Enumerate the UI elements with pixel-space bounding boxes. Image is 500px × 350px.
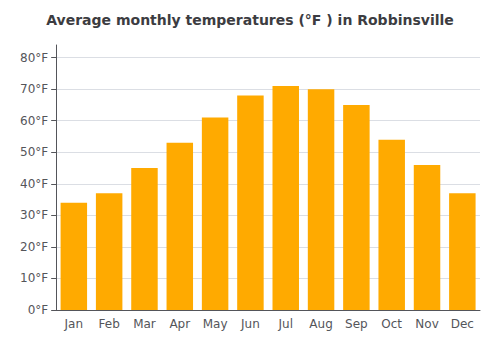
svg-text:Average monthly temperatures (: Average monthly temperatures (°F ) in Ro… xyxy=(46,12,454,28)
svg-text:Nov: Nov xyxy=(415,317,438,331)
svg-text:Jun: Jun xyxy=(240,317,260,331)
svg-text:Sep: Sep xyxy=(345,317,368,331)
svg-text:Mar: Mar xyxy=(133,317,156,331)
svg-text:70°F: 70°F xyxy=(20,82,48,96)
svg-text:Apr: Apr xyxy=(169,317,190,331)
svg-text:80°F: 80°F xyxy=(20,51,48,65)
svg-text:50°F: 50°F xyxy=(20,145,48,159)
svg-text:Oct: Oct xyxy=(381,317,402,331)
svg-text:60°F: 60°F xyxy=(20,114,48,128)
svg-text:0°F: 0°F xyxy=(28,303,49,317)
svg-text:Jan: Jan xyxy=(64,317,84,331)
svg-text:30°F: 30°F xyxy=(20,208,48,222)
svg-text:10°F: 10°F xyxy=(20,271,48,285)
svg-text:Feb: Feb xyxy=(99,317,120,331)
svg-text:20°F: 20°F xyxy=(20,240,48,254)
svg-text:Dec: Dec xyxy=(451,317,474,331)
svg-text:May: May xyxy=(203,317,228,331)
svg-text:40°F: 40°F xyxy=(20,177,48,191)
svg-text:Jul: Jul xyxy=(278,317,293,331)
svg-text:Aug: Aug xyxy=(309,317,332,331)
